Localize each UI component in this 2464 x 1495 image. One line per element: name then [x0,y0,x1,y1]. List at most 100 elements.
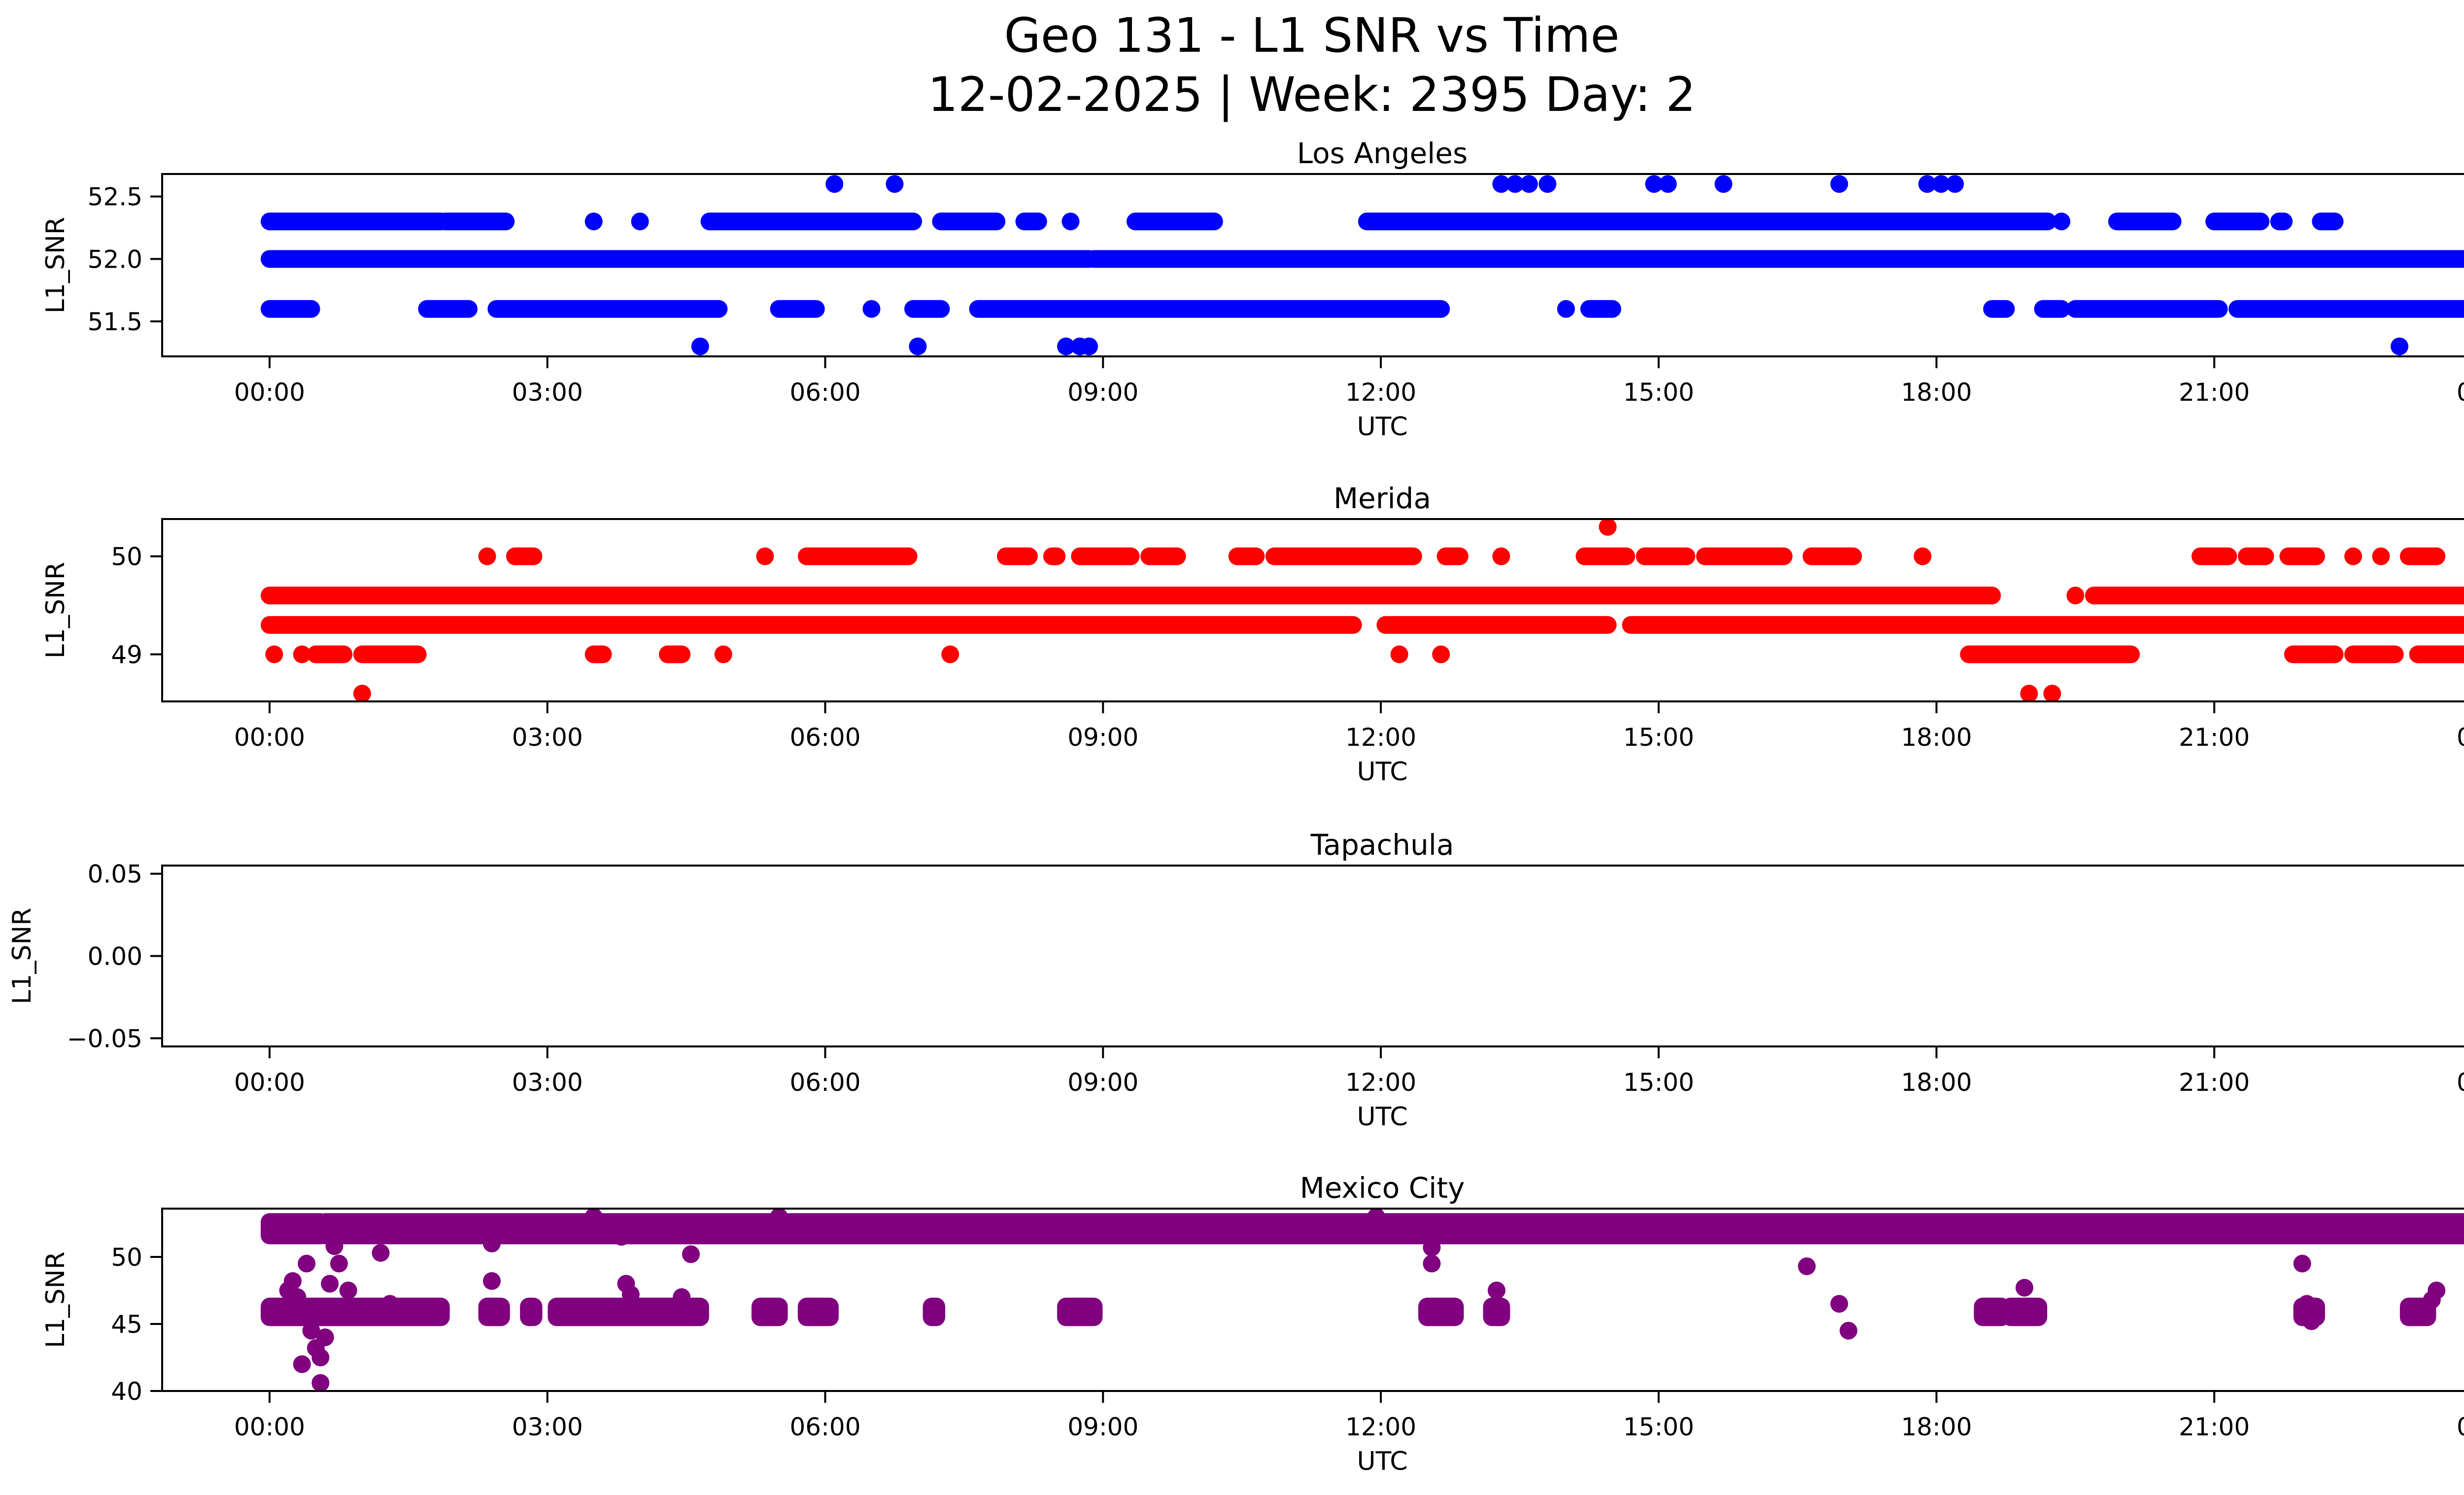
merida-point-run [1043,547,1066,565]
los-angeles-point [1080,337,1098,355]
mexico-city-axes-frame [161,1208,2464,1392]
merida-point-run [2284,645,2344,663]
los-angeles-point-run [1557,300,1575,318]
mexico-city-point [770,1209,788,1226]
los-angeles-point-run [2270,212,2293,231]
los-angeles-point-run [2108,212,2182,231]
merida-xtick-label: 00:00 [234,723,305,752]
mexico-city-xtick-label: 15:00 [1623,1413,1694,1441]
mexico-city-point-band [923,1297,945,1326]
los-angeles-xtick-label: 03:00 [512,378,583,407]
merida-point-run [2066,587,2085,605]
tapachula-ylabel: L1_SNR [7,907,37,1004]
los-angeles-xtick-label: 12:00 [1345,378,1416,407]
mexico-city-point [483,1234,501,1252]
merida-axes-frame [161,518,2464,702]
merida-point-run [506,547,543,565]
mexico-city-point-band [1057,1297,1103,1326]
los-angeles-point-run [418,300,478,318]
mexico-city-point [330,1254,348,1273]
merida-point-run [1228,547,1265,565]
mexico-city-point [2016,1279,2034,1297]
merida-point-run [1265,547,1422,565]
merida-point-run [1376,616,1617,634]
tapachula-title: Tapachula [1310,828,1454,862]
los-angeles-xtick-label: 00:00 [234,378,305,407]
mexico-city-ylabel: L1_SNR [41,1252,70,1348]
mexico-city-markers [261,1209,2464,1391]
los-angeles-ytick-label: 52.0 [88,245,142,274]
figure-title-line2: 12-02-2025 | Week: 2395 Day: 2 [928,67,1696,123]
mexico-city-point [2293,1254,2311,1273]
mexico-city-point-band [478,1297,510,1326]
mexico-city-point [381,1295,399,1313]
los-angeles-point-run [261,250,1098,268]
los-angeles-point [909,337,927,355]
merida-point-run [2372,547,2390,565]
mexico-city-point [1487,1281,1506,1299]
mexico-city-point [2298,1295,2316,1313]
merida-point [1599,519,1617,536]
mexico-city-point [316,1328,334,1347]
tapachula-xtick-label: 12:00 [1345,1068,1416,1097]
mexico-city-point [1423,1238,1441,1256]
merida-point [2043,685,2061,701]
mexico-city-title: Mexico City [1300,1171,1465,1205]
los-angeles-point [2391,337,2409,355]
merida-xlabel: UTC [1357,757,1407,787]
mexico-city-point [293,1355,311,1373]
los-angeles-point-run [1983,300,2015,318]
los-angeles-point [1539,175,1557,193]
mexico-city-point [483,1272,501,1290]
merida-point-run [353,645,427,663]
merida-point-run [1437,547,1469,565]
los-angeles-point-run [700,212,923,231]
mexico-city-xtick-label: 00:00 [2457,1413,2464,1441]
los-angeles-title: Los Angeles [1297,137,1468,170]
subplot-mexico-city: Mexico City 00:00 03:00 06:00 09:00 12:00 15:0… [41,1171,2464,1476]
los-angeles-point [825,175,844,193]
mexico-city-xtick-label: 06:00 [789,1413,860,1441]
merida-point-run [2399,547,2446,565]
mexico-city-point [321,1275,339,1293]
los-angeles-point [1830,175,1848,193]
los-angeles-point-run [2066,300,2228,318]
merida-markers [261,519,2464,701]
merida-point-run [261,616,1362,634]
los-angeles-xtick-label: 06:00 [789,378,860,407]
los-angeles-point [1946,175,1964,193]
merida-point-run [1071,547,1140,565]
merida-xtick-label: 09:00 [1067,723,1138,752]
mexico-city-point [283,1272,302,1290]
los-angeles-point [1506,175,1524,193]
merida-point-run [659,645,691,663]
mexico-city-point [339,1281,357,1299]
mexico-city-xtick-label: 12:00 [1345,1413,1416,1441]
tapachula-xtick-label: 21:00 [2179,1068,2250,1097]
los-angeles-point [1932,175,1950,193]
merida-ylabel: L1_SNR [41,562,70,659]
los-angeles-point-run [2205,212,2270,231]
los-angeles-point [1714,175,1733,193]
merida-point-run [1696,547,1793,565]
mexico-city-xlabel: UTC [1357,1447,1407,1476]
mexico-city-point-band [1483,1297,1510,1326]
mexico-city-point [1839,1321,1857,1340]
merida-title: Merida [1334,482,1431,515]
merida-point [353,685,371,701]
mexico-city-point-band [1974,1297,2011,1326]
mexico-city-point [298,1254,316,1273]
los-angeles-point [886,175,904,193]
mexico-city-ytick-label: 50 [111,1243,142,1272]
los-angeles-point-run [437,212,515,231]
mexico-city-point-band [261,1297,450,1326]
merida-point-run [2191,547,2237,565]
los-angeles-point-run [1127,212,1223,231]
los-angeles-point-run [904,300,950,318]
los-angeles-point [1659,175,1677,193]
mexico-city-ytick-label: 40 [111,1377,142,1406]
mexico-city-point [2423,1291,2441,1309]
merida-point-run [2279,547,2325,565]
mexico-city-point [1798,1257,1816,1275]
merida-point-run [1802,547,1862,565]
